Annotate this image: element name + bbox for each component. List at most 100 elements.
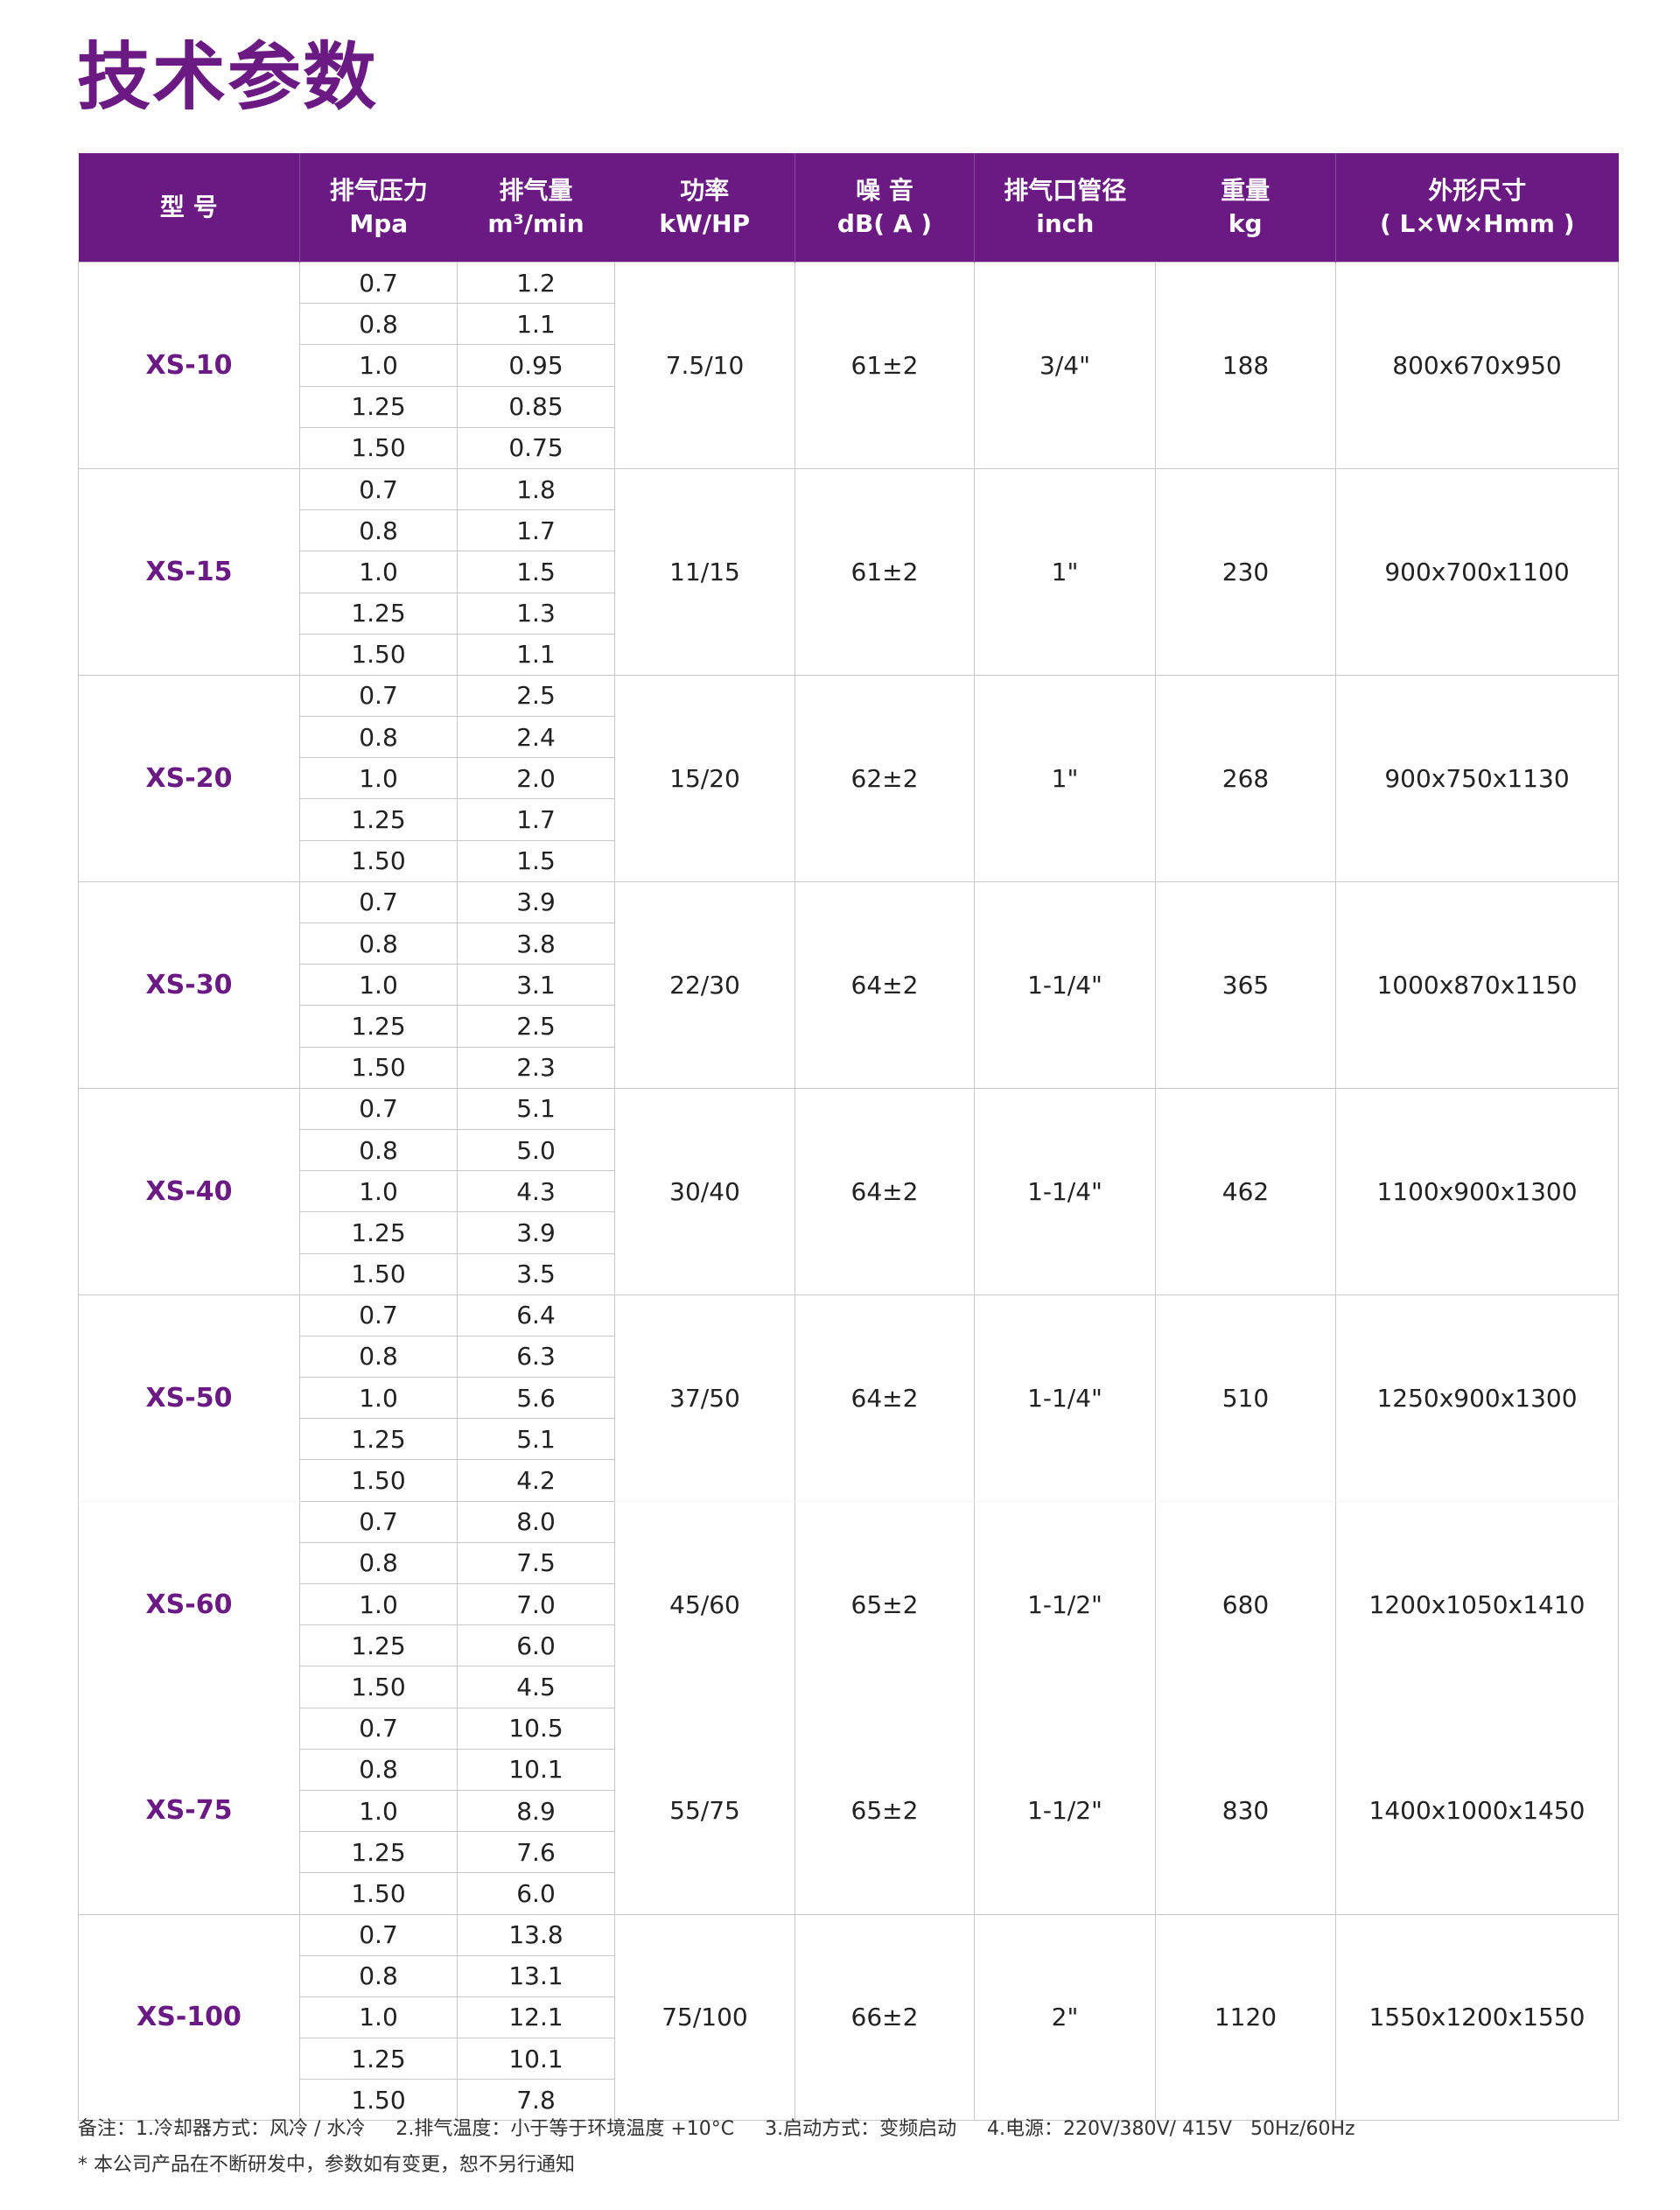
model-cell: XS-10 [78,262,300,469]
dimensions-cell: 900x700x1100 [1335,467,1619,676]
pressure-cell: 0.8 [299,509,458,552]
header-noise-unit: dB( A ) [836,209,933,238]
flow-cell: 10.1 [457,1748,615,1791]
pressure-cell: 0.7 [299,1913,458,1956]
pressure-cell: 0.7 [299,1294,458,1337]
header-power-label: 功率 [680,176,730,205]
dimensions-cell: 1550x1200x1550 [1335,1913,1619,2122]
table-header: 型 号 排气压力 Mpa 排气量 m³/min 功率 kW/HP 噪 音 dB( A )… [78,153,1619,263]
flow-cell: 0.85 [457,385,615,428]
header-noise-label: 噪 音 [856,176,914,205]
pressure-cell: 1.25 [299,2038,458,2080]
outlet-cell: 1-1/4" [974,880,1156,1089]
weight-cell: 830 [1155,1708,1336,1915]
noise-cell: 61±2 [794,467,975,676]
noise-cell: 64±2 [794,880,975,1089]
table-row: XS-10 0.7 1.2 7.5/10 61±2 3/4" 188 800x670x950 [78,261,1619,469]
flow-cell: 0.95 [457,344,615,387]
dimensions-cell: 1400x1000x1450 [1335,1708,1619,1915]
header-dimensions-label: 外形尺寸 [1428,176,1527,205]
table-row: XS-100 0.7 13.8 75/100 66±2 2" 1120 1550x1200x1… [78,1913,1619,2122]
table-row: 1.0 4.3 [79,1170,1619,1213]
flow-cell: 3.5 [457,1252,615,1295]
pressure-cell: 1.50 [299,1872,458,1915]
pressure-cell: 0.7 [299,261,458,305]
page-title: 技术参数 [77,34,379,120]
model-cell: XS-20 [78,674,300,882]
flow-cell: 10.5 [457,1707,615,1750]
flow-cell: 1.8 [457,467,615,511]
pressure-cell: 1.0 [299,757,458,800]
header-flow-unit: m³/min [487,209,584,238]
dimensions-cell: 1250x900x1300 [1335,1294,1619,1502]
pressure-cell: 1.50 [299,1666,458,1708]
pressure-cell: 0.7 [299,1707,458,1750]
table-row: 0.8 10.1 [79,1748,1619,1791]
power-cell: 15/20 [614,674,795,882]
pressure-cell: 0.8 [299,1335,458,1379]
flow-cell: 2.0 [457,757,615,800]
pressure-cell: 1.25 [299,1005,458,1048]
pressure-cell: 1.50 [299,1252,458,1295]
table-row: 1.0 7.0 [79,1582,1619,1626]
flow-cell: 2.4 [457,716,615,759]
notes-line-2: * 本公司产品在不断研发中，参数如有变更，恕不另行通知 [78,2154,575,2176]
dimensions-cell: 900x750x1130 [1335,674,1619,882]
table-row: 0.8 2.4 [79,716,1619,759]
table-row: 1.25 1.3 [79,592,1619,635]
pressure-cell: 0.7 [299,880,458,924]
dimensions-cell: 1200x1050x1410 [1335,1500,1619,1708]
flow-cell: 4.3 [457,1170,615,1213]
outlet-cell: 1-1/4" [974,1294,1156,1502]
outlet-cell: 1-1/2" [974,1500,1156,1708]
table-row: 1.25 5.1 [79,1418,1619,1461]
pressure-cell: 1.25 [299,1418,458,1461]
flow-cell: 5.1 [457,1087,615,1130]
pressure-cell: 1.0 [299,1996,458,2039]
table-row: 1.50 4.2 [79,1459,1619,1502]
model-cell: XS-50 [78,1294,300,1502]
table-row: 1.25 1.7 [79,798,1619,841]
noise-cell: 64±2 [794,1294,975,1502]
pressure-cell: 1.0 [299,1377,458,1420]
table-row: 0.8 6.3 [79,1335,1619,1379]
flow-cell: 8.9 [457,1789,615,1833]
table-row: 1.0 8.9 [79,1789,1619,1833]
power-cell: 55/75 [614,1708,795,1915]
weight-cell: 268 [1155,674,1336,882]
header-power-unit: kW/HP [659,209,751,238]
pressure-cell: 1.50 [299,2079,458,2122]
table-row: 1.50 1.5 [79,839,1619,882]
flow-cell: 1.3 [457,592,615,635]
pressure-cell: 1.0 [299,551,458,593]
pressure-cell: 1.50 [299,839,458,882]
weight-cell: 1120 [1155,1913,1336,2122]
header-outlet: 排气口管径 inch [974,153,1156,263]
pressure-cell: 0.8 [299,716,458,759]
flow-cell: 4.5 [457,1666,615,1708]
flow-cell: 7.8 [457,2079,615,2122]
flow-cell: 8.0 [457,1500,615,1543]
flow-cell: 6.0 [457,1624,615,1667]
pressure-cell: 0.8 [299,1954,458,1997]
table-row: 1.0 3.1 [79,964,1619,1007]
weight-cell: 510 [1155,1294,1336,1502]
power-cell: 30/40 [614,1087,795,1295]
flow-cell: 10.1 [457,2038,615,2080]
pressure-cell: 0.8 [299,1541,458,1585]
header-flow-label: 排气量 [499,176,573,205]
flow-cell: 5.6 [457,1377,615,1420]
pressure-cell: 0.7 [299,1500,458,1543]
header-dimensions: 外形尺寸 ( L×W×Hmm ) [1335,153,1619,263]
dimensions-cell: 1000x870x1150 [1335,880,1619,1089]
pressure-cell: 1.25 [299,592,458,635]
pressure-cell: 1.25 [299,1831,458,1874]
flow-cell: 7.6 [457,1831,615,1874]
model-cell: XS-30 [78,880,300,1089]
outlet-cell: 1-1/4" [974,1087,1156,1295]
noise-cell: 62±2 [794,674,975,882]
header-noise: 噪 音 dB( A ) [794,153,975,263]
model-cell: XS-60 [78,1500,300,1708]
power-cell: 45/60 [614,1500,795,1708]
flow-cell: 6.3 [457,1335,615,1379]
